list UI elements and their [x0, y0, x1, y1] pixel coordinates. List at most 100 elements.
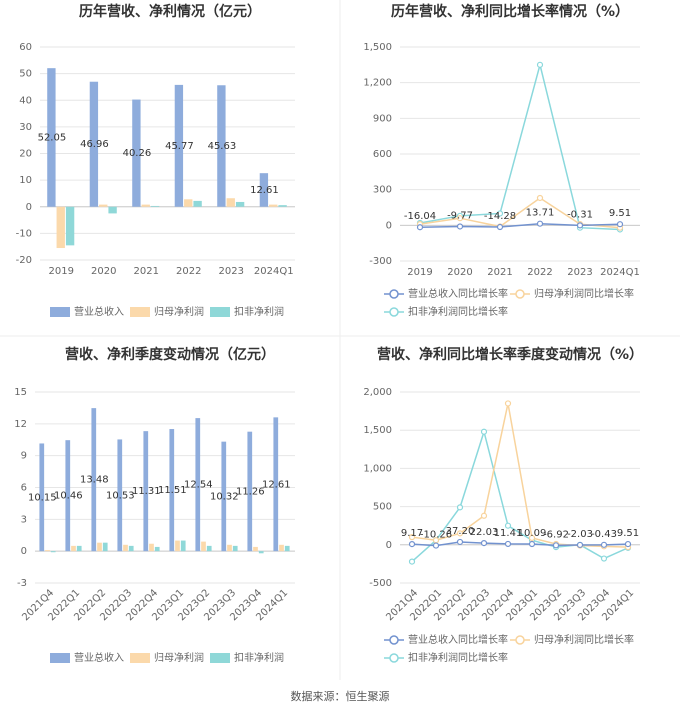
bar [117, 439, 123, 552]
point [600, 555, 608, 562]
legend-marker [389, 635, 399, 645]
data-label: -0.31 [567, 209, 593, 220]
bar [269, 204, 278, 207]
y-tick-label: 9 [21, 451, 27, 462]
bar [226, 198, 235, 207]
legend-swatch [130, 653, 150, 663]
data-label: 40.26 [123, 148, 152, 159]
legend-label: 营业总收入 [74, 305, 124, 318]
data-label: 45.63 [208, 141, 237, 152]
bar [91, 408, 97, 552]
y-tick-label: -3 [17, 578, 27, 589]
point [536, 220, 544, 227]
data-label: 11.51 [158, 485, 187, 496]
y-tick-label: 60 [19, 42, 32, 53]
data-label: 37.20 [446, 526, 475, 537]
point [552, 542, 560, 549]
data-label: 11.26 [236, 486, 265, 497]
legend-label: 归母净利润 [154, 651, 204, 664]
bar [65, 440, 71, 552]
point [576, 222, 584, 229]
line [419, 222, 621, 228]
legend-label: 归母净利润同比增长率 [534, 633, 634, 646]
bar [50, 551, 56, 553]
bar [89, 81, 99, 207]
bar [143, 431, 149, 552]
x-tick-label: 2021 [487, 267, 512, 278]
y-tick-label: 20 [19, 149, 32, 160]
bar [39, 443, 45, 552]
bar [174, 84, 184, 207]
point [504, 540, 512, 548]
x-tick-label: 2019 [407, 267, 432, 278]
bar [56, 206, 65, 249]
legend-swatch [130, 307, 150, 317]
point [504, 400, 512, 407]
legend-marker [515, 289, 525, 299]
legend-label: 营业总收入同比增长率 [408, 287, 508, 300]
bar [253, 546, 258, 552]
x-tick-label: 2020 [91, 266, 116, 277]
bar [258, 551, 264, 554]
point [456, 223, 464, 230]
y-tick-label: -300 [369, 256, 392, 267]
bar [154, 546, 160, 552]
data-label: -16.04 [404, 211, 436, 222]
legend-swatch [50, 653, 70, 663]
y-tick-label: 3 [21, 514, 27, 525]
y-tick-label: 0 [386, 220, 392, 231]
data-label: 9.51 [617, 528, 639, 539]
data-label: 22.03 [470, 527, 499, 538]
x-tick-label: 2022 [176, 266, 201, 277]
bar [47, 68, 56, 207]
point [528, 534, 536, 542]
data-label: 12.54 [184, 480, 213, 491]
bar [259, 173, 269, 207]
y-tick-label: -20 [16, 255, 32, 266]
data-label: 13.48 [80, 475, 109, 486]
y-tick-label: 50 [19, 69, 32, 80]
point [480, 428, 488, 435]
bar [193, 200, 202, 207]
data-label: 12.61 [262, 479, 291, 490]
bar [123, 544, 128, 552]
point [456, 538, 464, 546]
point [456, 530, 464, 537]
y-tick-label: 40 [19, 95, 32, 106]
legend-swatch [210, 653, 230, 663]
point [480, 540, 488, 547]
point [504, 522, 512, 529]
y-tick-label: 0 [26, 202, 32, 213]
data-label: 11.31 [132, 486, 161, 497]
legend-label: 扣非净利润 [234, 305, 284, 318]
legend-marker [515, 635, 525, 645]
bar [284, 545, 290, 552]
x-tick-label: 2023 [567, 267, 592, 278]
legend-swatch [210, 307, 230, 317]
bar [195, 418, 201, 552]
y-tick-label: 0 [21, 546, 27, 557]
y-tick-label: 30 [19, 122, 32, 133]
point [416, 224, 424, 231]
bar [71, 545, 76, 552]
bar [217, 85, 226, 207]
y-tick-label: 1,500 [363, 42, 392, 53]
point [408, 534, 416, 541]
point [496, 223, 504, 231]
x-tick-label: 2023 [219, 266, 244, 277]
bar [279, 544, 284, 552]
x-tick-label: 2019 [49, 266, 74, 277]
point [456, 504, 464, 511]
line [419, 64, 621, 231]
legend-marker [389, 653, 399, 663]
y-tick-label: 0 [386, 540, 392, 551]
bar [206, 545, 212, 552]
y-tick-label: 1,200 [363, 78, 392, 89]
legend-label: 扣非净利润 [234, 651, 284, 664]
bar [65, 206, 75, 246]
source: 数据来源：恒生聚源 [291, 689, 390, 703]
point [616, 221, 624, 228]
data-label: 52.05 [38, 132, 67, 143]
legend-label: 营业总收入 [74, 651, 124, 664]
data-label: 10.46 [54, 491, 83, 502]
